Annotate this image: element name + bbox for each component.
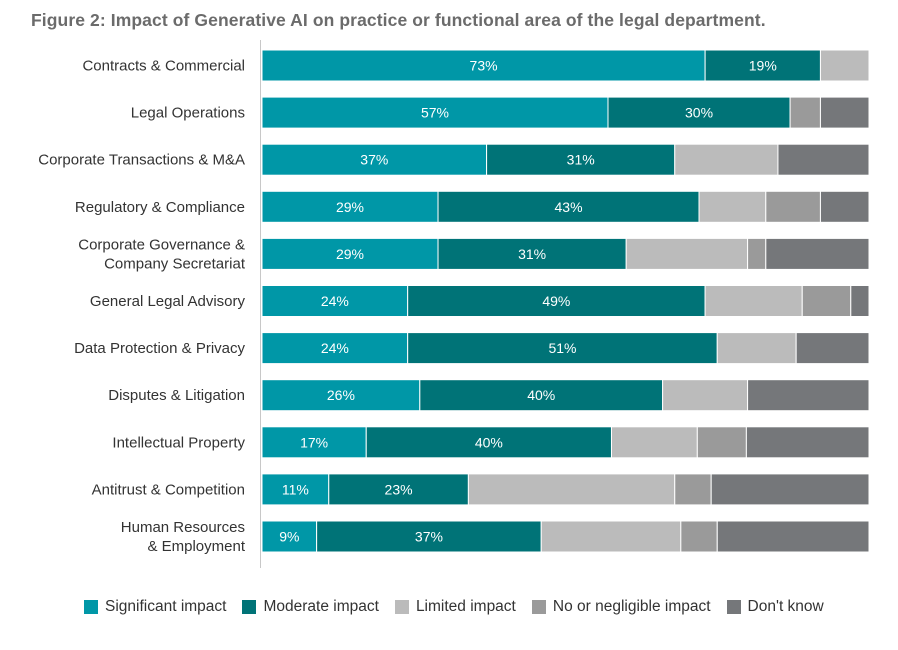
data-label: 24% [321,340,349,356]
data-label: 29% [336,246,364,262]
bar-legal-operations-moderate-impact [607,96,791,129]
bar-corporate-governance-company-secretariat-limited-impact [625,237,749,270]
data-label: 57% [421,105,449,121]
bar-general-legal-advisory-don-t-know [850,285,870,317]
bars-group: 73% 19% 57% 30% 37% 31% 29% 43% 29% 31% 24% 49% 24% 5… [261,49,870,553]
category-label: Human Resources [121,519,245,536]
bar-intellectual-property-don-t-know [745,426,870,459]
legend-swatch [531,600,546,614]
data-label: 51% [548,340,576,356]
data-label: 23% [385,481,413,497]
bar-data-protection-privacy-don-t-know [795,332,870,365]
legend-item-no-or-negligible-impact: No or negligible impact [531,598,711,616]
legend: Significant impact Moderate impact Limited… [84,598,840,616]
category-label: General Legal Advisory [90,293,246,310]
data-label: 73% [470,58,498,74]
category-label: Legal Operations [131,105,245,122]
category-label: Antitrust & Competition [92,481,245,498]
data-label: 9% [279,529,299,545]
bar-regulatory-compliance-don-t-know [819,190,870,223]
legend-label: Moderate impact [263,598,379,615]
bar-regulatory-compliance-limited-impact [698,190,767,223]
bar-intellectual-property-limited-impact [610,426,698,459]
bar-disputes-litigation-moderate-impact [419,379,664,412]
data-label: 31% [518,246,546,262]
bar-disputes-litigation-don-t-know [747,379,870,412]
bar-general-legal-advisory-moderate-impact [407,285,706,317]
category-label: Contracts & Commercial [82,58,245,75]
data-label: 40% [527,387,555,403]
chart-title: Figure 2: Impact of Generative AI on pra… [31,10,766,30]
bar-intellectual-property-no-or-negligible-impact [696,426,747,459]
bar-corporate-governance-company-secretariat-moderate-impact [437,237,627,270]
bar-human-resources-employment-don-t-know [716,520,870,553]
legend-label: Limited impact [415,598,516,615]
legend-item-limited-impact: Limited impact [394,598,516,616]
bar-antitrust-competition-moderate-impact [328,473,469,506]
bar-intellectual-property-significant-impact [261,426,367,459]
bar-legal-operations-don-t-know [819,96,870,129]
data-label: 49% [542,293,570,309]
bar-human-resources-employment-limited-impact [540,520,682,553]
category-label: Data Protection & Privacy [74,340,245,357]
bar-disputes-litigation-limited-impact [662,379,749,412]
category-label: Company Secretariat [104,255,246,272]
legend-label: Significant impact [105,598,227,615]
bar-corporate-governance-company-secretariat-don-t-know [765,237,870,270]
legend-item-significant-impact: Significant impact [84,598,226,616]
category-label: & Employment [147,538,245,555]
data-label: 11% [282,481,309,497]
bar-data-protection-privacy-moderate-impact [407,332,718,365]
bar-corporate-transactions-m-a-moderate-impact [486,143,676,176]
category-label: Regulatory & Compliance [75,199,245,216]
legend-swatch [242,600,257,614]
bar-corporate-transactions-m-a-don-t-know [777,143,870,176]
bar-corporate-transactions-m-a-significant-impact [261,143,488,176]
bar-antitrust-competition-limited-impact [467,473,676,506]
data-label: 29% [336,199,364,215]
data-label: 37% [415,529,443,545]
bar-corporate-governance-company-secretariat-no-or-negligible-impact [747,237,767,270]
legend-label: Don't know [747,598,824,615]
bar-data-protection-privacy-limited-impact [716,332,797,365]
data-label: 40% [475,434,503,450]
bar-general-legal-advisory-limited-impact [704,285,803,317]
bar-general-legal-advisory-no-or-negligible-impact [801,285,852,317]
bar-human-resources-employment-no-or-negligible-impact [680,520,718,553]
legend-item-moderate-impact: Moderate impact [242,598,379,616]
bar-contracts-commercial-significant-impact [261,49,706,82]
legend-item-don-t-know: Don't know [726,598,824,616]
bar-disputes-litigation-significant-impact [261,379,421,412]
category-label: Disputes & Litigation [108,387,245,404]
data-label: 30% [685,105,713,121]
legend-label: No or negligible impact [552,598,711,615]
bar-corporate-transactions-m-a-limited-impact [674,143,779,176]
data-label: 19% [749,58,777,74]
bar-regulatory-compliance-no-or-negligible-impact [765,190,821,223]
data-label: 17% [300,434,328,450]
data-label: 31% [567,152,595,168]
category-label: Corporate Transactions & M&A [38,152,245,169]
bar-legal-operations-no-or-negligible-impact [789,96,821,129]
legend-swatch [726,600,741,614]
data-label: 43% [555,199,583,215]
data-label: 26% [327,387,355,403]
bar-antitrust-competition-no-or-negligible-impact [674,473,712,506]
category-labels-group: Contracts & Commercial Legal Operations Co… [38,58,246,556]
bar-antitrust-competition-don-t-know [710,473,870,506]
bar-intellectual-property-moderate-impact [365,426,612,459]
bar-legal-operations-significant-impact [261,96,609,129]
data-label: 37% [360,152,388,168]
category-label: Intellectual Property [112,434,245,451]
category-label: Corporate Governance & [78,236,245,253]
bar-regulatory-compliance-significant-impact [261,190,439,223]
legend-swatch [394,600,409,614]
data-label: 24% [321,293,349,309]
legend-swatch [84,600,98,614]
bar-contracts-commercial-limited-impact [819,49,870,82]
bar-human-resources-employment-moderate-impact [316,520,542,553]
bar-human-resources-employment-significant-impact [261,520,318,553]
bar-contracts-commercial-moderate-impact [704,49,821,82]
